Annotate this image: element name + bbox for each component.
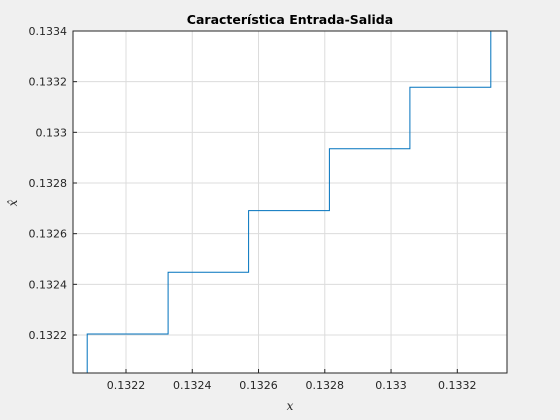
x-tick-label: 0.1328 [306, 379, 345, 392]
y-tick-label: 0.1328 [29, 177, 68, 190]
y-tick-label: 0.1332 [29, 76, 68, 89]
y-tick-label: 0.1334 [29, 25, 68, 38]
x-tick-label: 0.1326 [239, 379, 278, 392]
y-tick-label: 0.133 [36, 126, 68, 139]
y-tick-label: 0.1326 [29, 228, 68, 241]
y-tick-label: 0.1322 [29, 329, 68, 342]
x-tick-label: 0.1322 [107, 379, 146, 392]
x-ticks: 0.1322 0.1324 0.1326 0.1328 0.133 0.1332 [107, 369, 477, 392]
plot-area [73, 31, 507, 373]
x-tick-label: 0.1332 [438, 379, 477, 392]
y-tick-label: 0.1324 [29, 278, 68, 291]
series-line [86, 31, 492, 373]
axes-box [72, 30, 508, 374]
x-axis-label: x [287, 399, 294, 413]
chart-title: Característica Entrada-Salida [187, 12, 393, 27]
y-ticks: 0.1322 0.1324 0.1326 0.1328 0.133 0.1332 0.133… [29, 25, 77, 342]
x-tick-label: 0.133 [375, 379, 407, 392]
x-tick-label: 0.1324 [173, 379, 212, 392]
y-axis-label: x̂ [6, 199, 20, 206]
series-layer [86, 31, 492, 373]
